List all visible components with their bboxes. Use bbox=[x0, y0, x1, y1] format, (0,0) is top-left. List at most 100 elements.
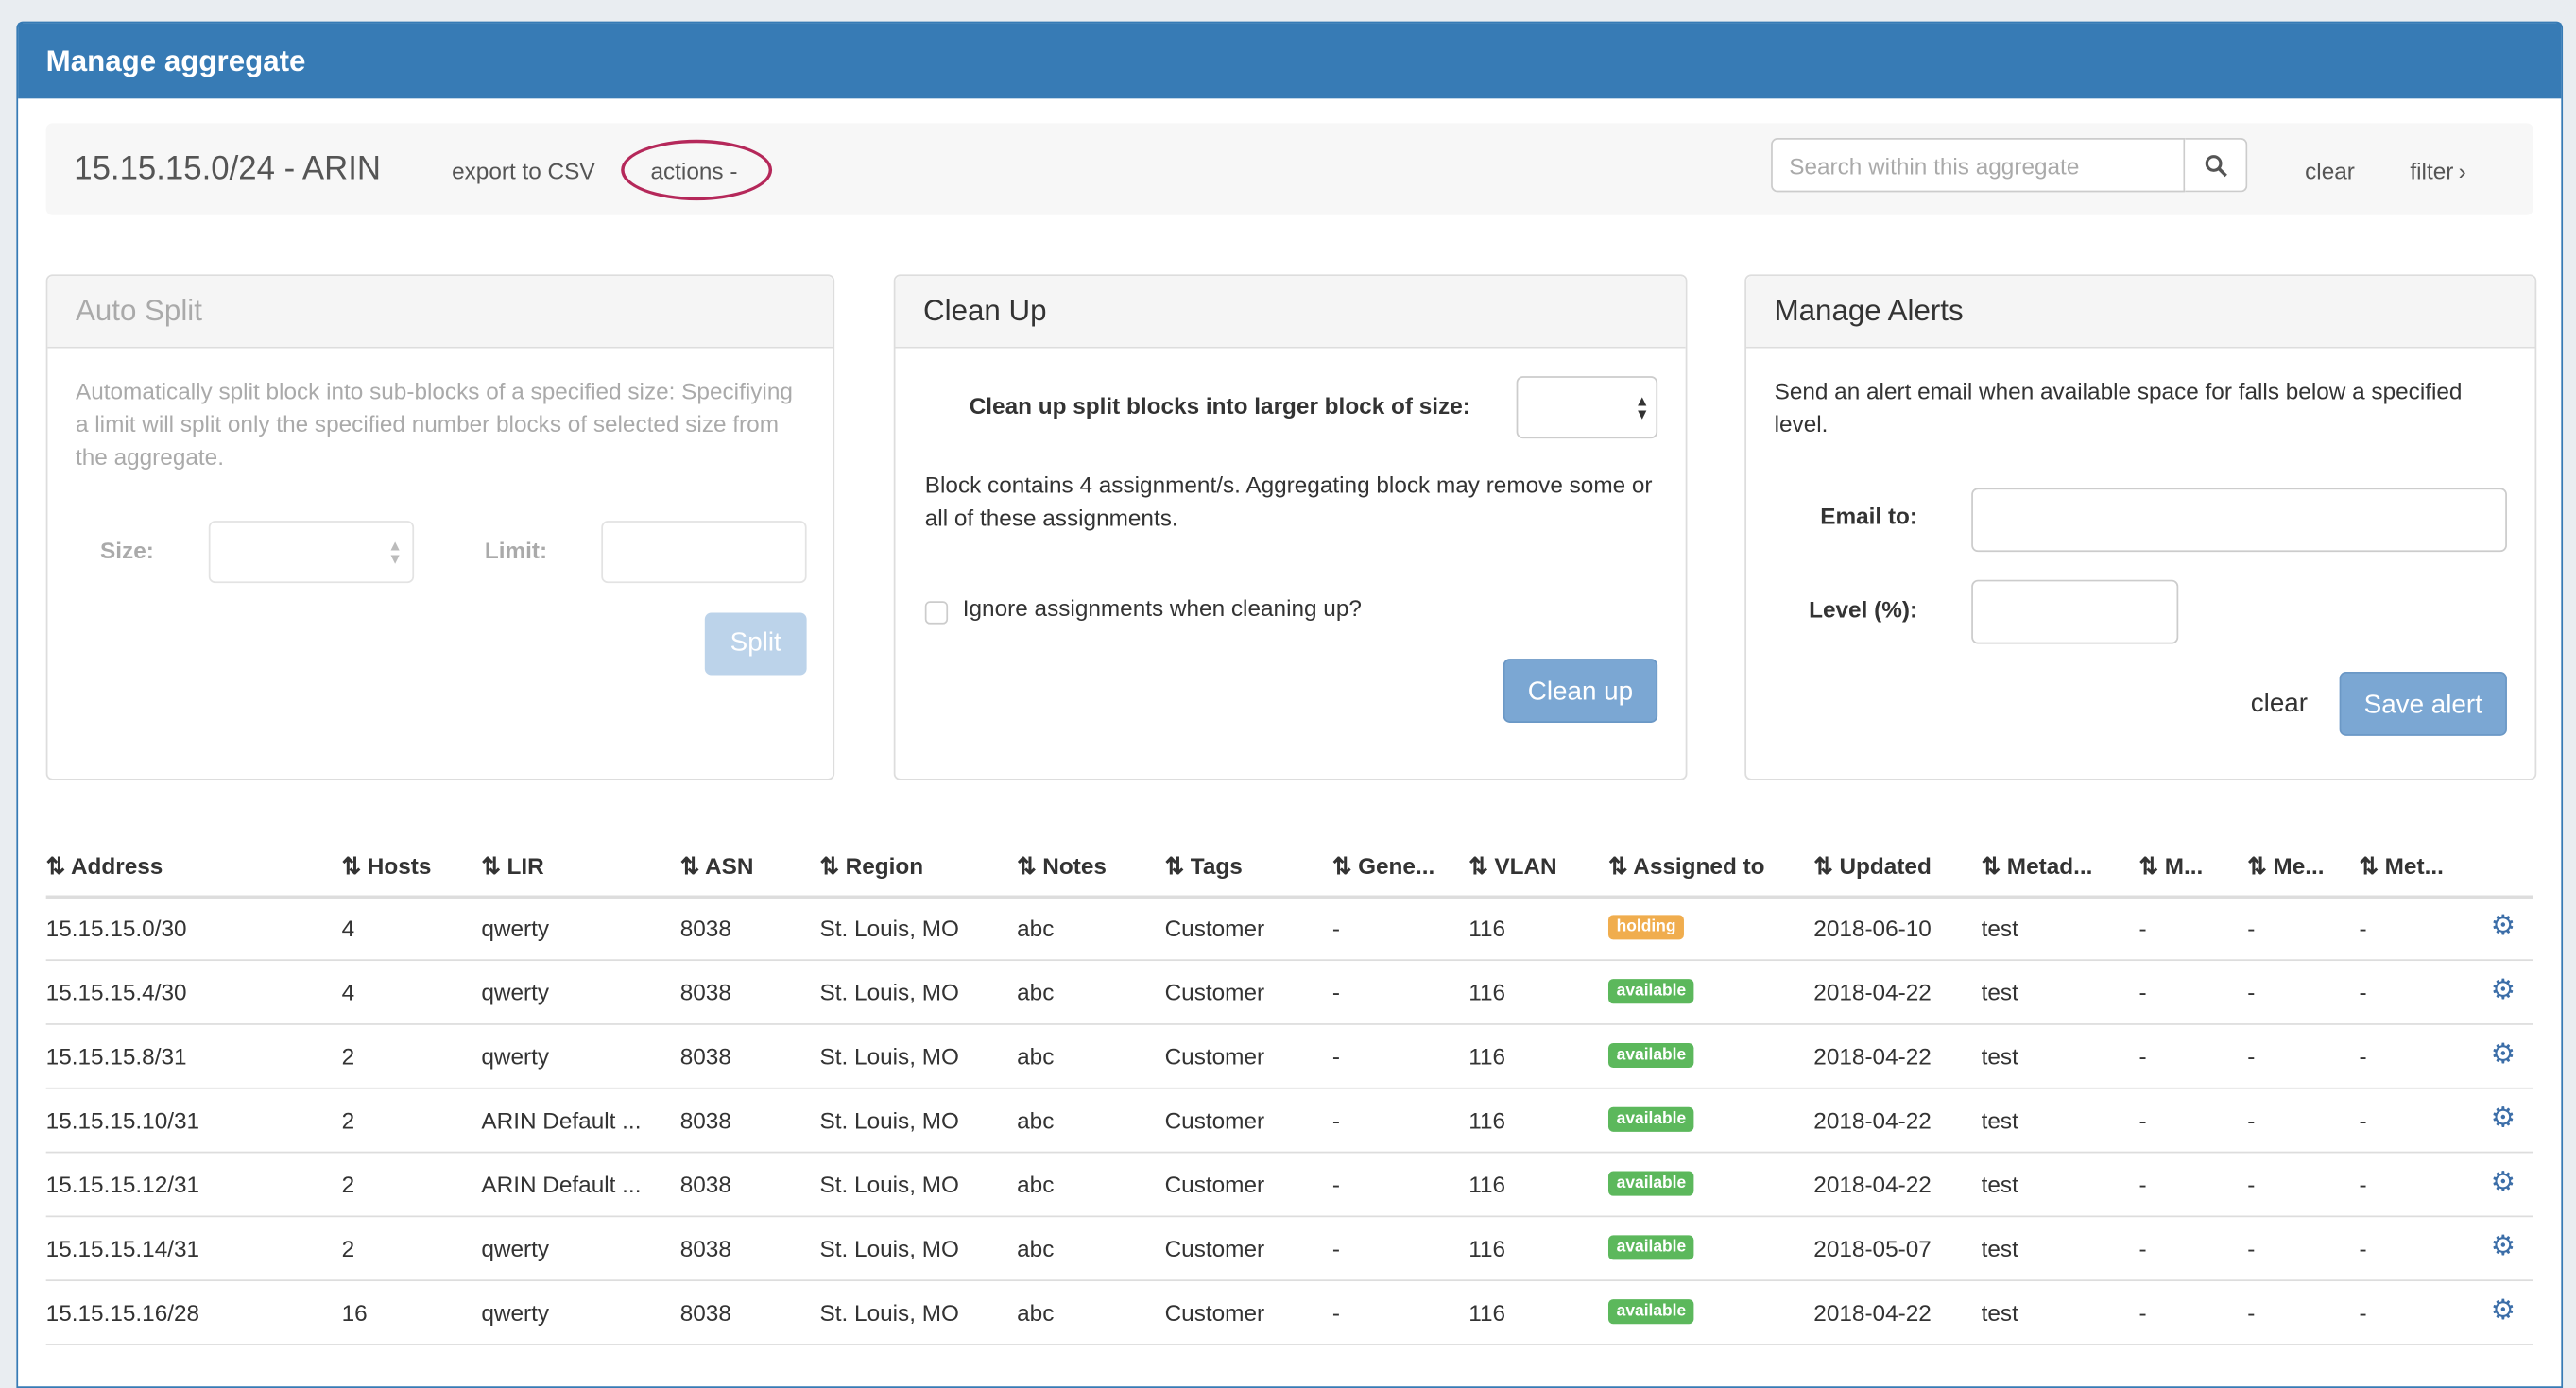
cleanup-size-select[interactable]: ▲ ▼ bbox=[1516, 376, 1658, 439]
cell-hosts: 4 bbox=[341, 979, 355, 1005]
column-header-address[interactable]: ⇅ Address bbox=[46, 852, 163, 881]
column-header-metadata[interactable]: ⇅ Metad... bbox=[1982, 852, 2093, 881]
column-label: Tags bbox=[1190, 852, 1243, 880]
column-header-lir[interactable]: ⇅ LIR bbox=[481, 852, 543, 881]
gear-icon[interactable]: ⚙ bbox=[2490, 1037, 2516, 1070]
panel-title: Manage aggregate bbox=[18, 23, 2562, 99]
table-row[interactable] bbox=[46, 1217, 2533, 1281]
ignore-assignments-checkbox[interactable] bbox=[924, 601, 949, 625]
cell-m: - bbox=[2138, 1042, 2147, 1070]
save-alert-button[interactable]: Save alert bbox=[2339, 672, 2507, 736]
cell-metadata: test bbox=[1981, 1106, 2018, 1134]
cell-region: St. Louis, MO bbox=[819, 1171, 959, 1198]
clean-up-button[interactable]: Clean up bbox=[1503, 659, 1658, 723]
sort-icon: ⇅ bbox=[1468, 852, 1488, 880]
column-header-hosts[interactable]: ⇅ Hosts bbox=[342, 852, 432, 881]
column-label: VLAN bbox=[1494, 852, 1557, 880]
auto-split-title: Auto Split bbox=[47, 276, 833, 349]
cell-notes: abc bbox=[1017, 979, 1055, 1005]
column-header-tags[interactable]: ⇅ Tags bbox=[1165, 852, 1243, 881]
alerts-description: Send an alert email when available space… bbox=[1774, 377, 2463, 437]
cell-tags: Customer bbox=[1164, 915, 1265, 942]
cell-region: St. Louis, MO bbox=[819, 1106, 959, 1134]
cell-vlan: 116 bbox=[1468, 1106, 1506, 1134]
column-label: ASN bbox=[705, 852, 754, 880]
cell-me: - bbox=[2247, 1235, 2256, 1262]
clean-up-title: Clean Up bbox=[895, 276, 1686, 349]
table-row[interactable] bbox=[46, 1089, 2533, 1154]
cell-updated: 2018-04-22 bbox=[1813, 1042, 1932, 1070]
search-input[interactable] bbox=[1771, 138, 2186, 193]
search-button[interactable] bbox=[2185, 138, 2248, 193]
table-row[interactable] bbox=[46, 1281, 2533, 1345]
cell-notes: abc bbox=[1017, 1171, 1055, 1198]
column-label: Gene... bbox=[1358, 852, 1435, 880]
alerts-clear-link[interactable]: clear bbox=[2250, 690, 2309, 718]
cell-lir: qwerty bbox=[481, 1299, 550, 1326]
table-row[interactable] bbox=[46, 1153, 2533, 1217]
cell-lir: qwerty bbox=[481, 1042, 550, 1070]
header-divider bbox=[45, 895, 2533, 899]
column-header-vlan[interactable]: ⇅ VLAN bbox=[1468, 852, 1556, 881]
table-row[interactable] bbox=[46, 897, 2533, 961]
column-header-met[interactable]: ⇅ Met... bbox=[2359, 852, 2443, 881]
cell-hosts: 2 bbox=[341, 1106, 355, 1134]
column-label: Region bbox=[845, 852, 924, 880]
actions-dropdown[interactable]: actions - bbox=[650, 157, 738, 184]
row-divider bbox=[45, 1023, 2533, 1025]
filter-label: filter bbox=[2410, 157, 2454, 184]
cell-m: - bbox=[2138, 1106, 2147, 1134]
size-select[interactable]: ▲ ▼ bbox=[208, 521, 415, 584]
gear-icon[interactable]: ⚙ bbox=[2490, 1166, 2516, 1198]
sort-icon: ⇅ bbox=[1981, 852, 2001, 880]
cell-lir: qwerty bbox=[481, 1235, 550, 1262]
row-divider bbox=[45, 1087, 2533, 1089]
column-header-asn[interactable]: ⇅ ASN bbox=[680, 852, 754, 881]
ignore-assignments-label: Ignore assignments when cleaning up? bbox=[962, 594, 1362, 622]
cell-met: - bbox=[2359, 979, 2367, 1005]
sort-icon: ⇅ bbox=[1331, 852, 1352, 880]
column-label: M... bbox=[2164, 852, 2204, 880]
limit-input[interactable] bbox=[601, 521, 807, 584]
gear-icon[interactable]: ⚙ bbox=[2490, 1230, 2516, 1262]
gear-icon[interactable]: ⚙ bbox=[2490, 910, 2516, 942]
sort-icon: ⇅ bbox=[679, 852, 700, 880]
clear-link[interactable]: clear bbox=[2305, 157, 2355, 184]
row-divider bbox=[45, 1279, 2533, 1282]
manage-aggregate-panel: Manage aggregate 15.15.15.0/24 - ARIN ex… bbox=[16, 21, 2564, 1388]
split-button[interactable]: Split bbox=[704, 612, 807, 676]
gear-icon[interactable]: ⚙ bbox=[2490, 1294, 2516, 1326]
cell-updated: 2018-04-22 bbox=[1813, 979, 1932, 1005]
filter-link[interactable]: filter › bbox=[2410, 158, 2465, 184]
cell-me: - bbox=[2247, 915, 2256, 942]
column-header-region[interactable]: ⇅ Region bbox=[820, 852, 924, 881]
column-header-updated[interactable]: ⇅ Updated bbox=[1813, 852, 1932, 881]
cell-metadata: test bbox=[1981, 915, 2018, 942]
cell-address: 15.15.15.16/28 bbox=[45, 1299, 200, 1326]
status-badge: available bbox=[1607, 1299, 1694, 1325]
cell-address: 15.15.15.14/31 bbox=[45, 1235, 200, 1262]
auto-split-card: Auto Split Automatically split block int… bbox=[45, 274, 835, 780]
column-header-generic[interactable]: ⇅ Gene... bbox=[1332, 852, 1434, 881]
level-input[interactable] bbox=[1971, 579, 2179, 644]
gear-icon[interactable]: ⚙ bbox=[2490, 973, 2516, 1005]
export-csv-link[interactable]: export to CSV bbox=[452, 157, 595, 184]
email-input[interactable] bbox=[1971, 488, 2507, 553]
cell-m: - bbox=[2138, 979, 2147, 1005]
cell-vlan: 116 bbox=[1468, 979, 1506, 1005]
column-header-notes[interactable]: ⇅ Notes bbox=[1017, 852, 1107, 881]
cell-notes: abc bbox=[1017, 1106, 1055, 1134]
table-row[interactable] bbox=[46, 1025, 2533, 1089]
cell-me: - bbox=[2247, 1299, 2256, 1326]
table-row[interactable] bbox=[46, 961, 2533, 1025]
column-header-me[interactable]: ⇅ Me... bbox=[2247, 852, 2324, 881]
column-header-assigned-to[interactable]: ⇅ Assigned to bbox=[1608, 852, 1765, 881]
cell-address: 15.15.15.0/30 bbox=[45, 915, 187, 942]
gear-icon[interactable]: ⚙ bbox=[2490, 1102, 2516, 1134]
cell-asn: 8038 bbox=[679, 1106, 731, 1134]
cell-m: - bbox=[2138, 915, 2147, 942]
sort-icon: ⇅ bbox=[2359, 852, 2379, 880]
column-label: Metad... bbox=[2006, 852, 2093, 880]
row-divider bbox=[45, 1215, 2533, 1218]
column-header-m[interactable]: ⇅ M... bbox=[2139, 852, 2204, 881]
